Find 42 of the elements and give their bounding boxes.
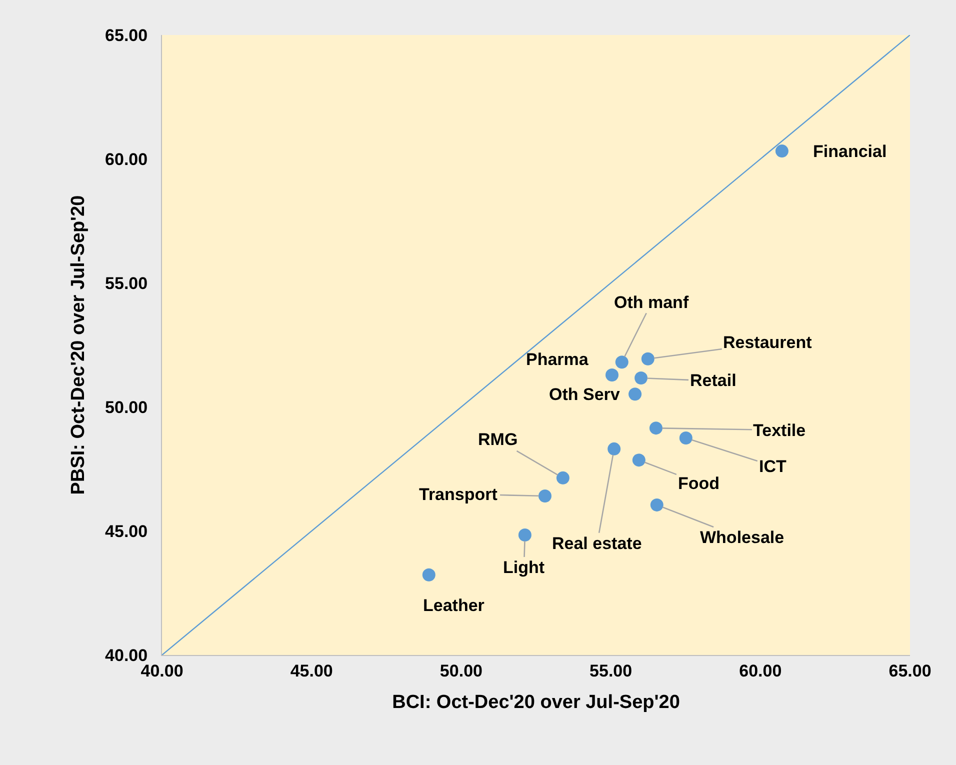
annotation: Oth manf xyxy=(614,293,689,312)
point xyxy=(518,528,532,542)
point xyxy=(422,568,436,582)
point xyxy=(649,422,662,435)
y-tick-label: 60.00 xyxy=(105,150,148,169)
y-axis-title: PBSI: Oct-Dec'20 over Jul-Sep'20 xyxy=(68,195,89,495)
point xyxy=(628,388,642,401)
x-tick-label: 60.00 xyxy=(739,661,782,680)
annotation: Financial xyxy=(813,142,887,161)
annotation: Textile xyxy=(753,421,806,440)
point xyxy=(606,368,618,382)
y-tick-label: 55.00 xyxy=(105,274,148,293)
annotation: Oth Serv xyxy=(549,385,620,404)
point xyxy=(538,490,552,503)
annotation: Retail xyxy=(690,371,736,390)
annotation: Pharma xyxy=(526,350,589,369)
annotation: Light xyxy=(503,558,545,577)
x-tick-label: 65.00 xyxy=(888,661,932,680)
y-tick-label: 45.00 xyxy=(105,522,148,541)
x-tick-label: 50.00 xyxy=(440,661,482,680)
point xyxy=(775,144,788,158)
point xyxy=(615,356,628,369)
annotation: ICT xyxy=(759,457,787,476)
x-tick-label: 55.00 xyxy=(590,661,632,680)
point xyxy=(641,352,654,366)
point xyxy=(632,454,646,467)
y-tick-label: 65.00 xyxy=(105,26,148,45)
point xyxy=(634,371,648,384)
annotation: Food xyxy=(678,474,720,493)
point xyxy=(556,471,570,484)
point xyxy=(650,498,664,512)
annotation: Real estate xyxy=(552,534,642,553)
x-tick-label: 45.00 xyxy=(290,661,333,680)
annotation: RMG xyxy=(478,430,518,449)
annotation: Restaurent xyxy=(723,333,812,352)
point xyxy=(608,442,621,456)
y-tick-label: 50.00 xyxy=(105,398,148,417)
annotation: Leather xyxy=(423,596,485,615)
annotation: Transport xyxy=(419,485,498,504)
annotation: Wholesale xyxy=(700,528,784,547)
x-axis-title: BCI: Oct-Dec'20 over Jul-Sep'20 xyxy=(392,692,680,714)
point xyxy=(679,432,692,444)
